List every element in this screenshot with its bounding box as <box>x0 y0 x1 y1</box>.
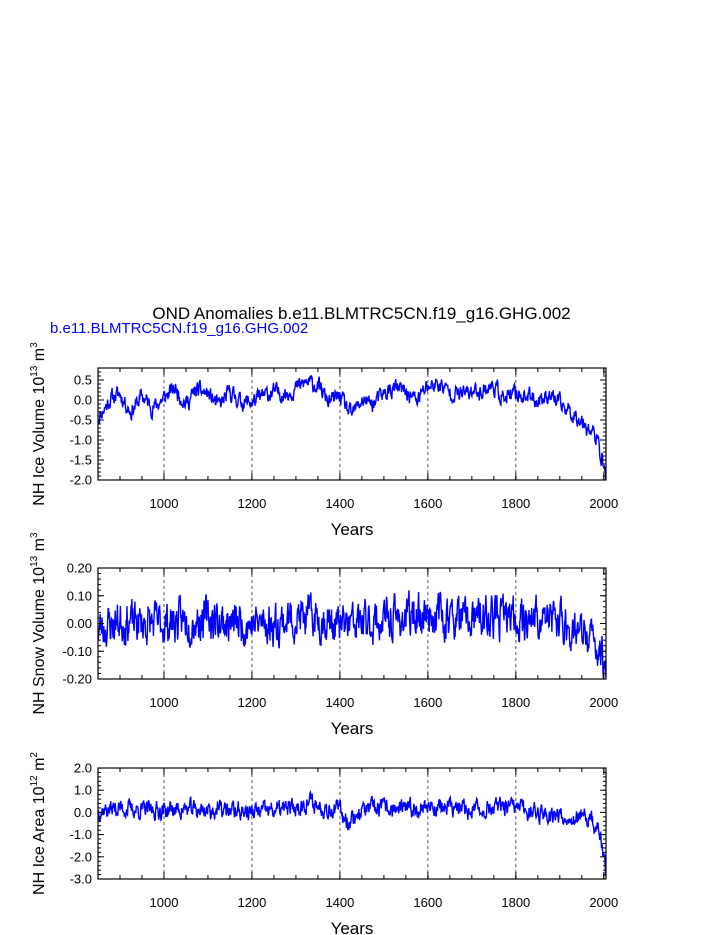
x-tick-label: 1200 <box>237 496 266 511</box>
y-tick-label: -2.0 <box>70 849 92 864</box>
x-tick-label: 1000 <box>150 895 179 910</box>
y-tick-label: 0.10 <box>67 588 92 603</box>
series-line <box>97 789 607 877</box>
x-tick-label: 1800 <box>501 695 530 710</box>
y-tick-label: -1.0 <box>70 433 92 448</box>
y-tick-label: -0.20 <box>62 672 92 687</box>
x-tick-label: 1800 <box>501 496 530 511</box>
series-line <box>97 375 607 481</box>
x-tick-label: 1400 <box>325 496 354 511</box>
y-tick-label: 1.0 <box>74 783 92 798</box>
y-tick-label: 0.0 <box>74 805 92 820</box>
y-tick-label: -1.0 <box>70 827 92 842</box>
x-tick-label: 1600 <box>413 695 442 710</box>
chart-panel-2: 0.20 0.10 0.00 -0.10 -0.20 1000 1200 1400 1600 18… <box>29 532 618 738</box>
y-tick-label: -0.5 <box>70 413 92 428</box>
x-tick-label: 1400 <box>325 895 354 910</box>
x-tick-label: 2000 <box>589 496 618 511</box>
x-tick-label: 1000 <box>150 496 179 511</box>
x-tick-label: 1200 <box>237 895 266 910</box>
x-axis-label: Years <box>331 520 374 539</box>
plot-frame <box>97 567 607 680</box>
x-axis-label: Years <box>331 719 374 738</box>
y-tick-label: 0.0 <box>74 393 92 408</box>
y-axis-label: NH Ice Volume 1013 m3 <box>29 342 48 506</box>
y-tick-label: 0.5 <box>74 373 92 388</box>
figure-subtitle: b.e11.BLMTRC5CN.f19_g16.GHG.002 <box>50 320 309 337</box>
figure-title: OND Anomalies b.e11.BLMTRC5CN.f19_g16.GH… <box>152 304 571 323</box>
x-tick-label: 1400 <box>325 695 354 710</box>
y-tick-label: 0.00 <box>67 616 92 631</box>
x-tick-label: 1800 <box>501 895 530 910</box>
x-tick-label: 1000 <box>150 695 179 710</box>
plot-frame <box>97 767 607 880</box>
y-tick-label: -0.10 <box>62 644 92 659</box>
y-tick-label: -1.5 <box>70 453 92 468</box>
x-axis-label: Years <box>331 919 374 935</box>
series-line <box>97 590 607 678</box>
y-tick-label: -3.0 <box>70 872 92 887</box>
y-tick-label: 2.0 <box>74 761 92 776</box>
y-axis-label: NH Snow Volume 1013 m3 <box>29 532 48 715</box>
x-tick-label: 1600 <box>413 895 442 910</box>
y-tick-label: -2.0 <box>70 473 92 488</box>
y-tick-label: 0.20 <box>67 561 92 576</box>
y-axis-label: NH Ice Area 1012 m2 <box>29 752 48 895</box>
x-tick-label: 1600 <box>413 496 442 511</box>
x-tick-label: 2000 <box>589 695 618 710</box>
plot-frame <box>97 367 607 481</box>
chart-panel-1: 0.5 0.0 -0.5 -1.0 -1.5 -2.0 1000 1200 1400 1600 18… <box>29 342 618 539</box>
chart-panel-3: 2.0 1.0 0.0 -1.0 -2.0 -3.0 1000 1200 1400 1600 180… <box>29 752 618 935</box>
x-tick-label: 2000 <box>589 895 618 910</box>
x-tick-label: 1200 <box>237 695 266 710</box>
